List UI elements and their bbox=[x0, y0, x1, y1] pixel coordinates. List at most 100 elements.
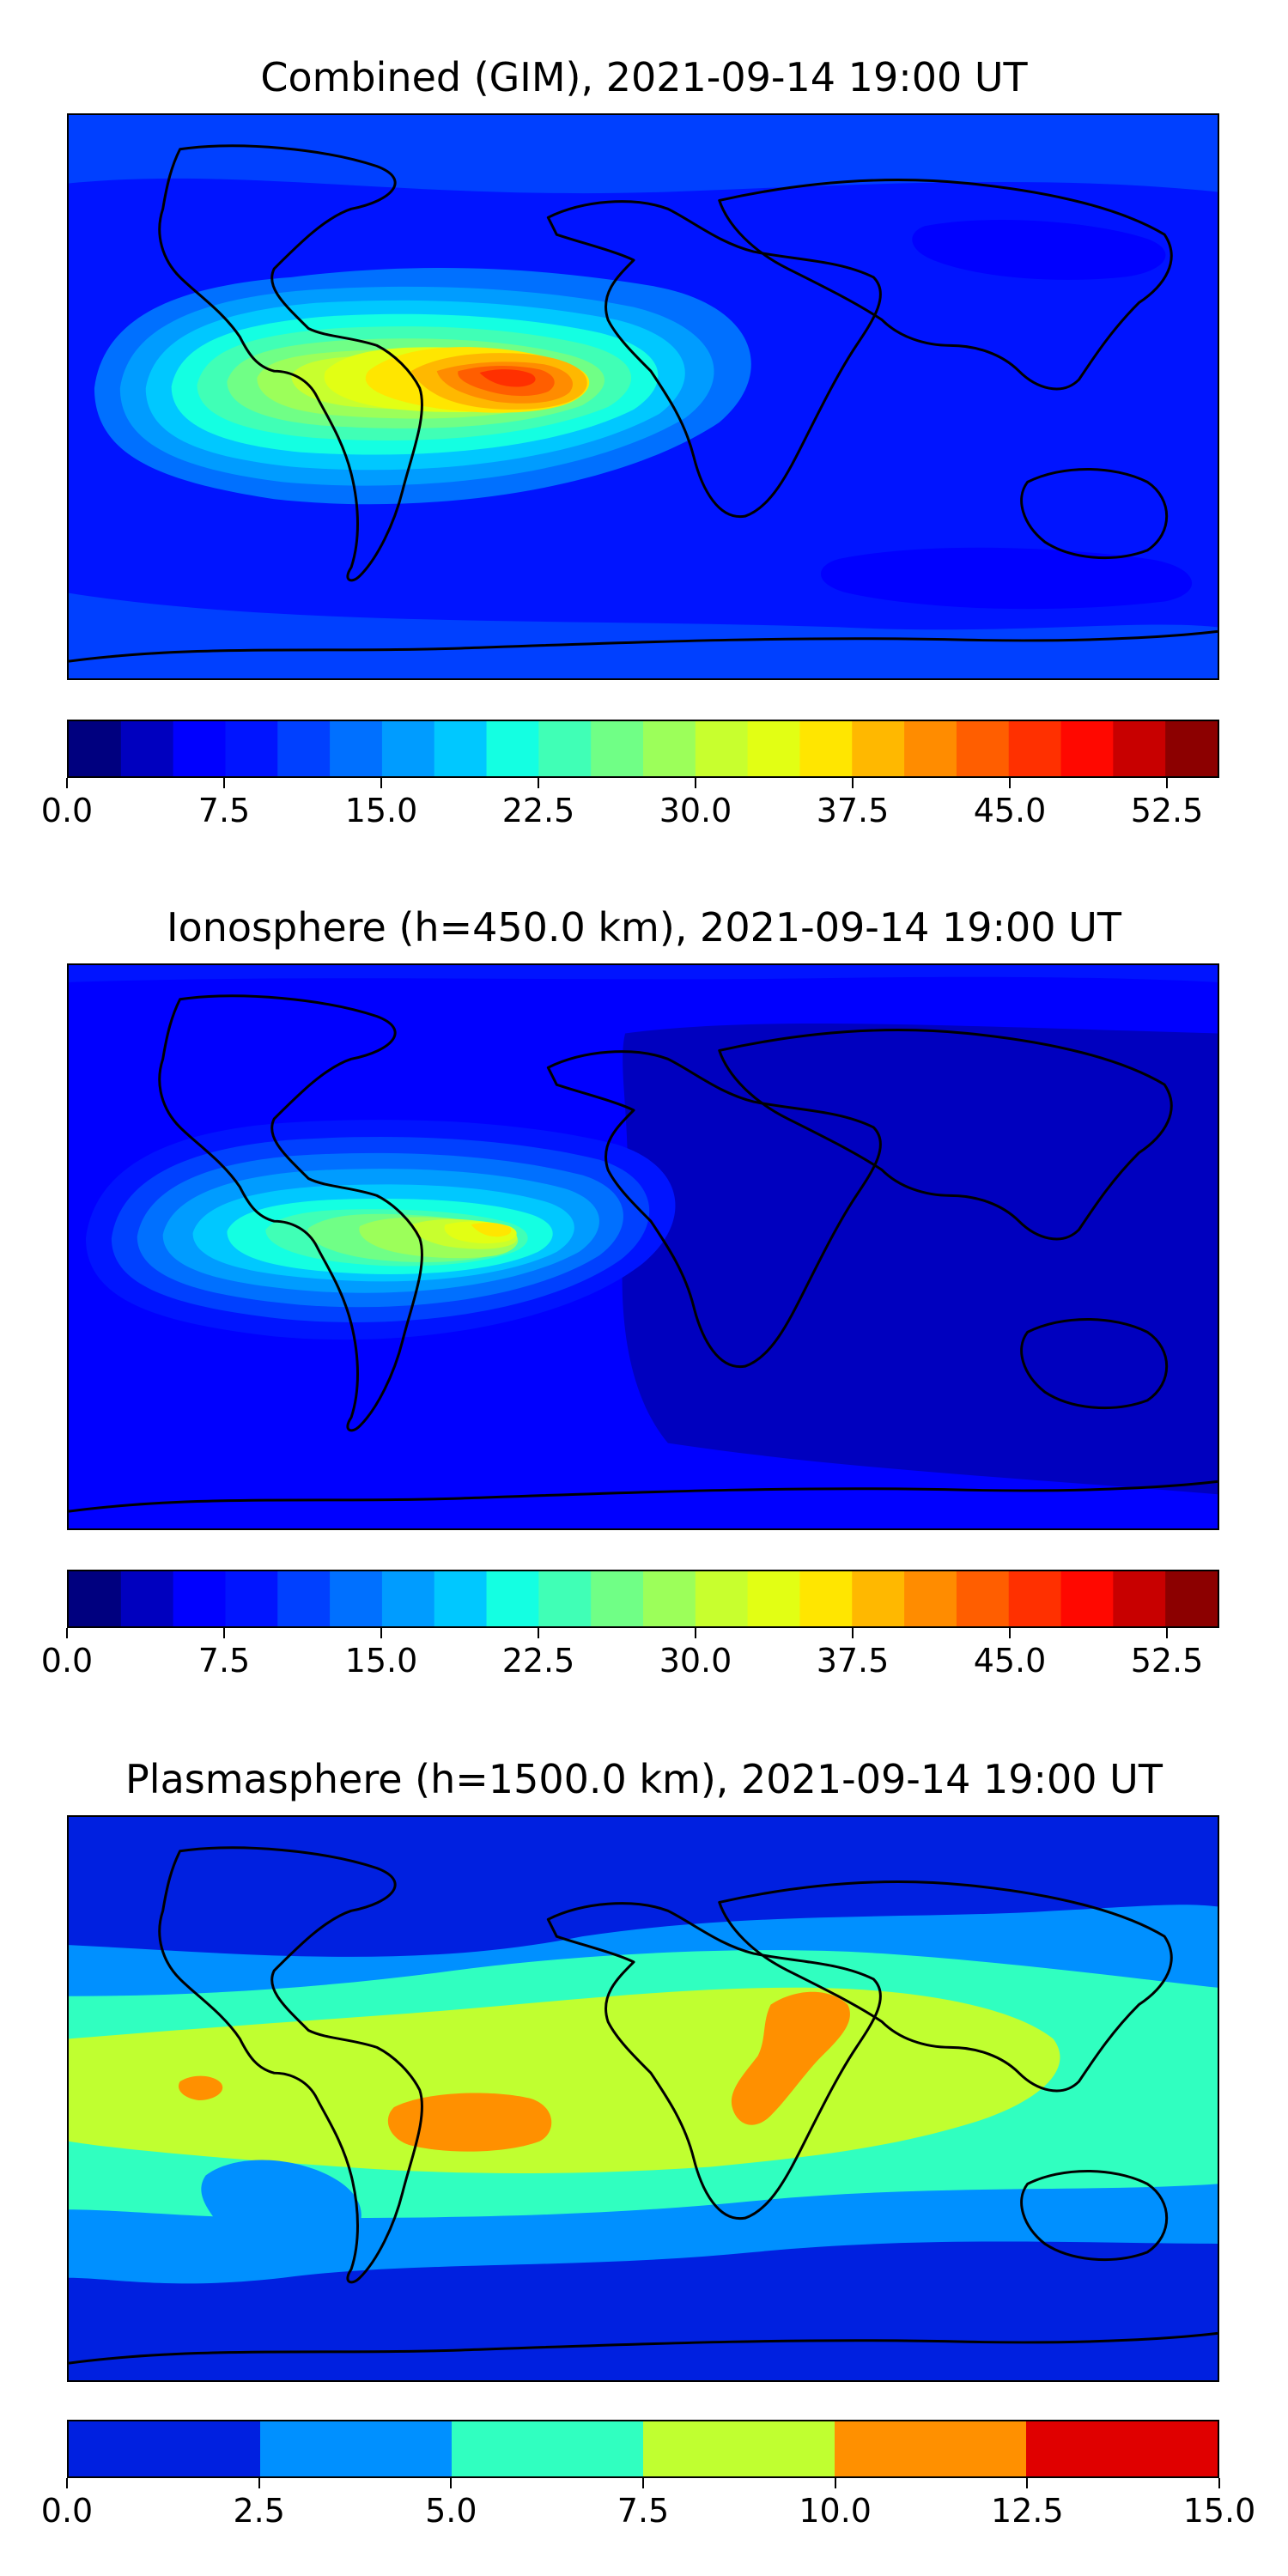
colorbar-bin bbox=[747, 1571, 801, 1626]
coastline-asia bbox=[718, 179, 1173, 391]
colorbar-tick-label: 15.0 bbox=[344, 1642, 418, 1680]
panel-title-plasmasphere: Plasmasphere (h=1500.0 km), 2021-09-14 1… bbox=[125, 1756, 1163, 1802]
colorbar-tick-label: 10.0 bbox=[799, 2492, 872, 2530]
coastline-americas bbox=[158, 144, 423, 582]
colorbar-tick bbox=[695, 1628, 696, 1638]
colorbar-bin bbox=[835, 2421, 1027, 2476]
colorbar-bin bbox=[1025, 2421, 1218, 2476]
colorbar-tick-label: 0.0 bbox=[40, 2492, 94, 2530]
colorbar-bin bbox=[69, 721, 122, 776]
colorbar-tick bbox=[380, 1628, 382, 1638]
colorbar-tick bbox=[1218, 2478, 1220, 2488]
contour-level-combined bbox=[820, 547, 1193, 610]
map-ionosphere bbox=[67, 963, 1219, 1530]
colorbar-bin bbox=[1113, 721, 1166, 776]
colorbar-tick bbox=[258, 2478, 260, 2488]
colorbar-tick bbox=[834, 2478, 836, 2488]
panel-title-ionosphere: Ionosphere (h=450.0 km), 2021-09-14 19:0… bbox=[167, 904, 1121, 951]
coastline-europe-africa bbox=[546, 1902, 882, 2221]
contour-level-ionosphere bbox=[622, 1024, 1218, 1495]
colorbar-tick-label: 12.5 bbox=[991, 2492, 1064, 2530]
colorbar-bin bbox=[69, 2421, 261, 2476]
map-svg-ionosphere bbox=[69, 965, 1218, 1528]
coastline-australia bbox=[1020, 2170, 1168, 2262]
coastline-antarctica bbox=[69, 2331, 1218, 2365]
colorbar-bin bbox=[330, 1571, 383, 1626]
colorbar-bin bbox=[434, 1571, 488, 1626]
colorbar-bins-plasmasphere bbox=[69, 2421, 1218, 2476]
coastline-americas bbox=[158, 994, 423, 1432]
colorbar-bin bbox=[904, 1571, 957, 1626]
map-combined bbox=[67, 113, 1219, 680]
colorbar-bin bbox=[695, 721, 749, 776]
coastline-antarctica bbox=[69, 1479, 1218, 1513]
colorbar-ionosphere bbox=[67, 1570, 1219, 1628]
coastline-australia bbox=[1020, 1318, 1168, 1410]
colorbar-plasmasphere bbox=[67, 2420, 1219, 2478]
colorbar-bin bbox=[747, 721, 801, 776]
contour-level-combined bbox=[912, 220, 1166, 280]
colorbar-tick bbox=[1166, 778, 1168, 788]
colorbar-bin bbox=[538, 721, 592, 776]
colorbar-tick-label: 0.0 bbox=[40, 1642, 94, 1680]
colorbar-tick bbox=[66, 778, 68, 788]
colorbar-tick-label: 30.0 bbox=[659, 792, 732, 829]
colorbar-tick bbox=[538, 778, 539, 788]
colorbar-bin bbox=[330, 721, 383, 776]
colorbar-tick bbox=[380, 778, 382, 788]
colorbar-tick bbox=[1166, 1628, 1168, 1638]
coastline-asia bbox=[718, 1029, 1173, 1241]
colorbar-bin bbox=[1165, 721, 1218, 776]
colorbar-bin bbox=[538, 1571, 592, 1626]
colorbar-tick-label: 7.5 bbox=[617, 2492, 670, 2530]
coastlines-plasmasphere bbox=[69, 1846, 1218, 2365]
colorbar-bins-combined bbox=[69, 721, 1218, 776]
colorbar-bin bbox=[643, 721, 696, 776]
colorbar-combined bbox=[67, 720, 1219, 778]
colorbar-svg-plasmasphere bbox=[69, 2421, 1218, 2476]
colorbar-tick bbox=[223, 778, 225, 788]
colorbar-bin bbox=[1008, 1571, 1062, 1626]
colorbar-tick-label: 45.0 bbox=[973, 1642, 1047, 1680]
panel-title-combined: Combined (GIM), 2021-09-14 19:00 UT bbox=[260, 54, 1028, 100]
colorbar-bin bbox=[799, 1571, 853, 1626]
colorbar-bin bbox=[799, 721, 853, 776]
contour-level-combined bbox=[69, 592, 1218, 678]
colorbar-bin bbox=[852, 1571, 905, 1626]
colorbar-tick-label: 30.0 bbox=[659, 1642, 732, 1680]
colorbar-tick-label: 22.5 bbox=[501, 1642, 575, 1680]
colorbar-tick bbox=[450, 2478, 453, 2488]
colorbar-tick bbox=[852, 1628, 854, 1638]
colorbar-tick-label: 15.0 bbox=[344, 792, 418, 829]
colorbar-tick-label: 7.5 bbox=[197, 1642, 251, 1680]
coastline-asia bbox=[718, 1880, 1173, 2093]
colorbar-tick-label: 22.5 bbox=[501, 792, 575, 829]
colorbar-svg-ionosphere bbox=[69, 1571, 1218, 1626]
map-svg-combined bbox=[69, 115, 1218, 678]
colorbar-tick-label: 5.0 bbox=[425, 2492, 477, 2530]
contour-level-plasmasphere bbox=[731, 1991, 850, 2125]
colorbar-tick bbox=[852, 778, 854, 788]
colorbar-tick-label: 37.5 bbox=[816, 792, 890, 829]
colorbar-bin bbox=[1113, 1571, 1166, 1626]
colorbar-bin bbox=[1060, 721, 1114, 776]
colorbar-bin bbox=[225, 721, 278, 776]
map-plasmasphere bbox=[67, 1815, 1219, 2382]
colorbar-bin bbox=[260, 2421, 453, 2476]
colorbar-tick bbox=[1009, 1628, 1011, 1638]
colorbar-bin bbox=[904, 721, 957, 776]
colorbar-bin bbox=[486, 721, 539, 776]
colorbar-tick bbox=[642, 2478, 644, 2488]
contour-level-plasmasphere bbox=[387, 2093, 552, 2152]
colorbar-bin bbox=[451, 2421, 644, 2476]
coastline-australia bbox=[1020, 468, 1168, 560]
colorbar-tick bbox=[695, 778, 696, 788]
coastlines-combined bbox=[69, 144, 1218, 663]
map-svg-plasmasphere bbox=[69, 1817, 1218, 2380]
colorbar-tick-label: 15.0 bbox=[1182, 2492, 1256, 2530]
colorbar-bin bbox=[591, 1571, 644, 1626]
colorbar-tick bbox=[66, 2478, 68, 2488]
colorbar-bin bbox=[434, 721, 488, 776]
colorbar-ticks-ionosphere: 0.0 7.5 15.0 22.5 30.0 37.5 45.0 52.5 bbox=[41, 1628, 1219, 1680]
colorbar-bin bbox=[643, 2421, 835, 2476]
